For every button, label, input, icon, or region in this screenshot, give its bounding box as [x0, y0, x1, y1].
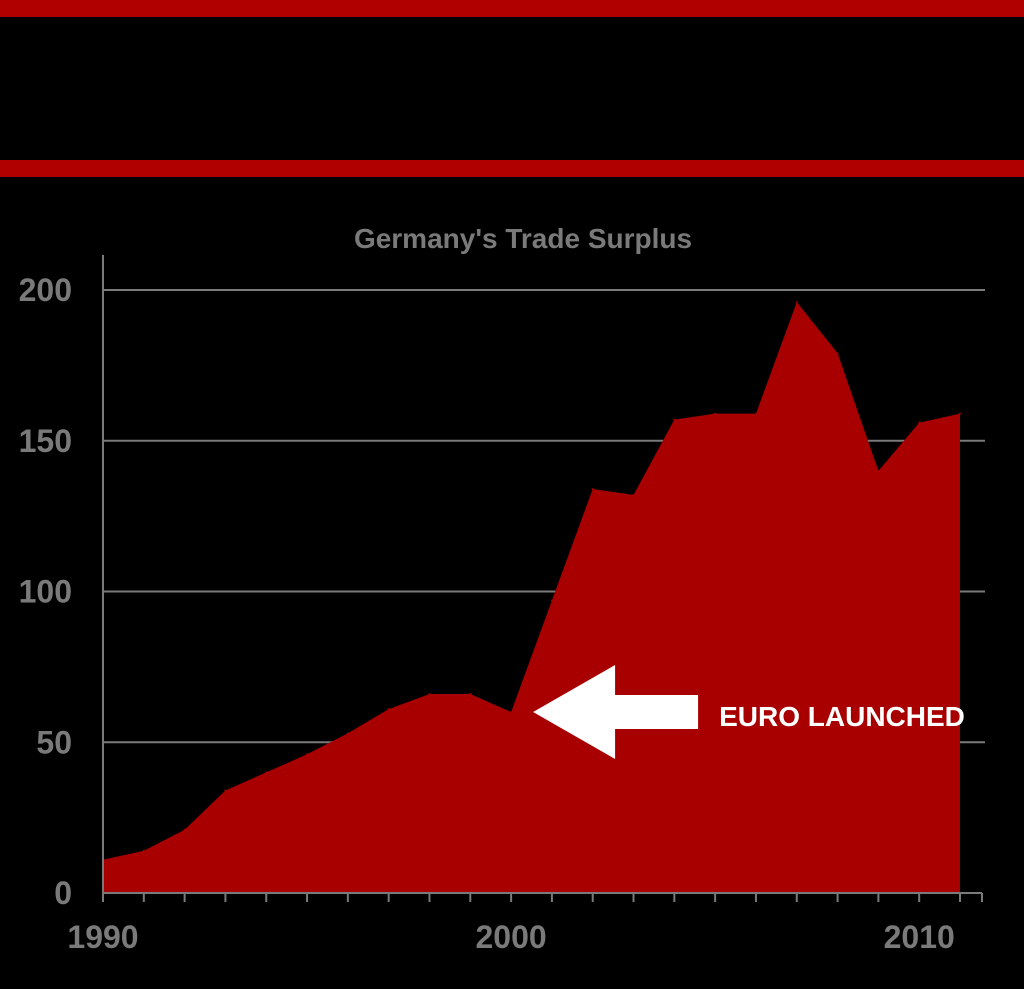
data-point-1999: [469, 693, 472, 696]
top-red-band: [0, 0, 1024, 17]
data-point-1994: [265, 771, 268, 774]
y-axis-tick-labels: 0 50 100 150 200: [19, 272, 72, 911]
bottom-red-band: [0, 160, 1024, 177]
y-tick-label-200: 200: [19, 272, 72, 308]
data-point-2007: [795, 301, 798, 304]
data-point-1991: [142, 849, 145, 852]
y-tick-label-150: 150: [19, 423, 72, 459]
data-point-2002: [591, 487, 594, 490]
y-tick-label-50: 50: [36, 724, 72, 760]
x-tick-label-2010: 2010: [884, 919, 955, 955]
data-point-2008: [836, 352, 839, 355]
data-point-2000: [510, 711, 513, 714]
x-tick-label-1990: 1990: [67, 919, 138, 955]
data-point-2006: [754, 412, 757, 415]
data-point-1992: [183, 828, 186, 831]
data-point-2003: [632, 494, 635, 497]
data-point-2004: [673, 418, 676, 421]
axes: [102, 255, 983, 902]
data-point-1993: [224, 789, 227, 792]
annotation: EURO LAUNCHED: [533, 665, 965, 759]
y-tick-label-0: 0: [54, 875, 72, 911]
data-point-2009: [877, 469, 880, 472]
chart-title: Germany's Trade Surplus: [354, 223, 692, 254]
data-point-2011: [959, 412, 961, 415]
data-point-1995: [306, 753, 309, 756]
area-fill-0: [103, 302, 960, 894]
data-point-1996: [346, 732, 349, 735]
x-axis-tick-labels: 1990 2000 2010: [67, 919, 954, 955]
area-series: [102, 301, 961, 894]
x-tick-label-2000: 2000: [476, 919, 547, 955]
data-point-1998: [428, 693, 431, 696]
data-point-2010: [918, 421, 921, 424]
annotation-label: EURO LAUNCHED: [719, 701, 965, 732]
y-tick-label-100: 100: [19, 574, 72, 610]
data-point-2001: [550, 599, 553, 602]
arrow-left-icon: [533, 665, 699, 759]
data-point-2005: [714, 412, 717, 415]
data-point-1997: [387, 708, 390, 711]
